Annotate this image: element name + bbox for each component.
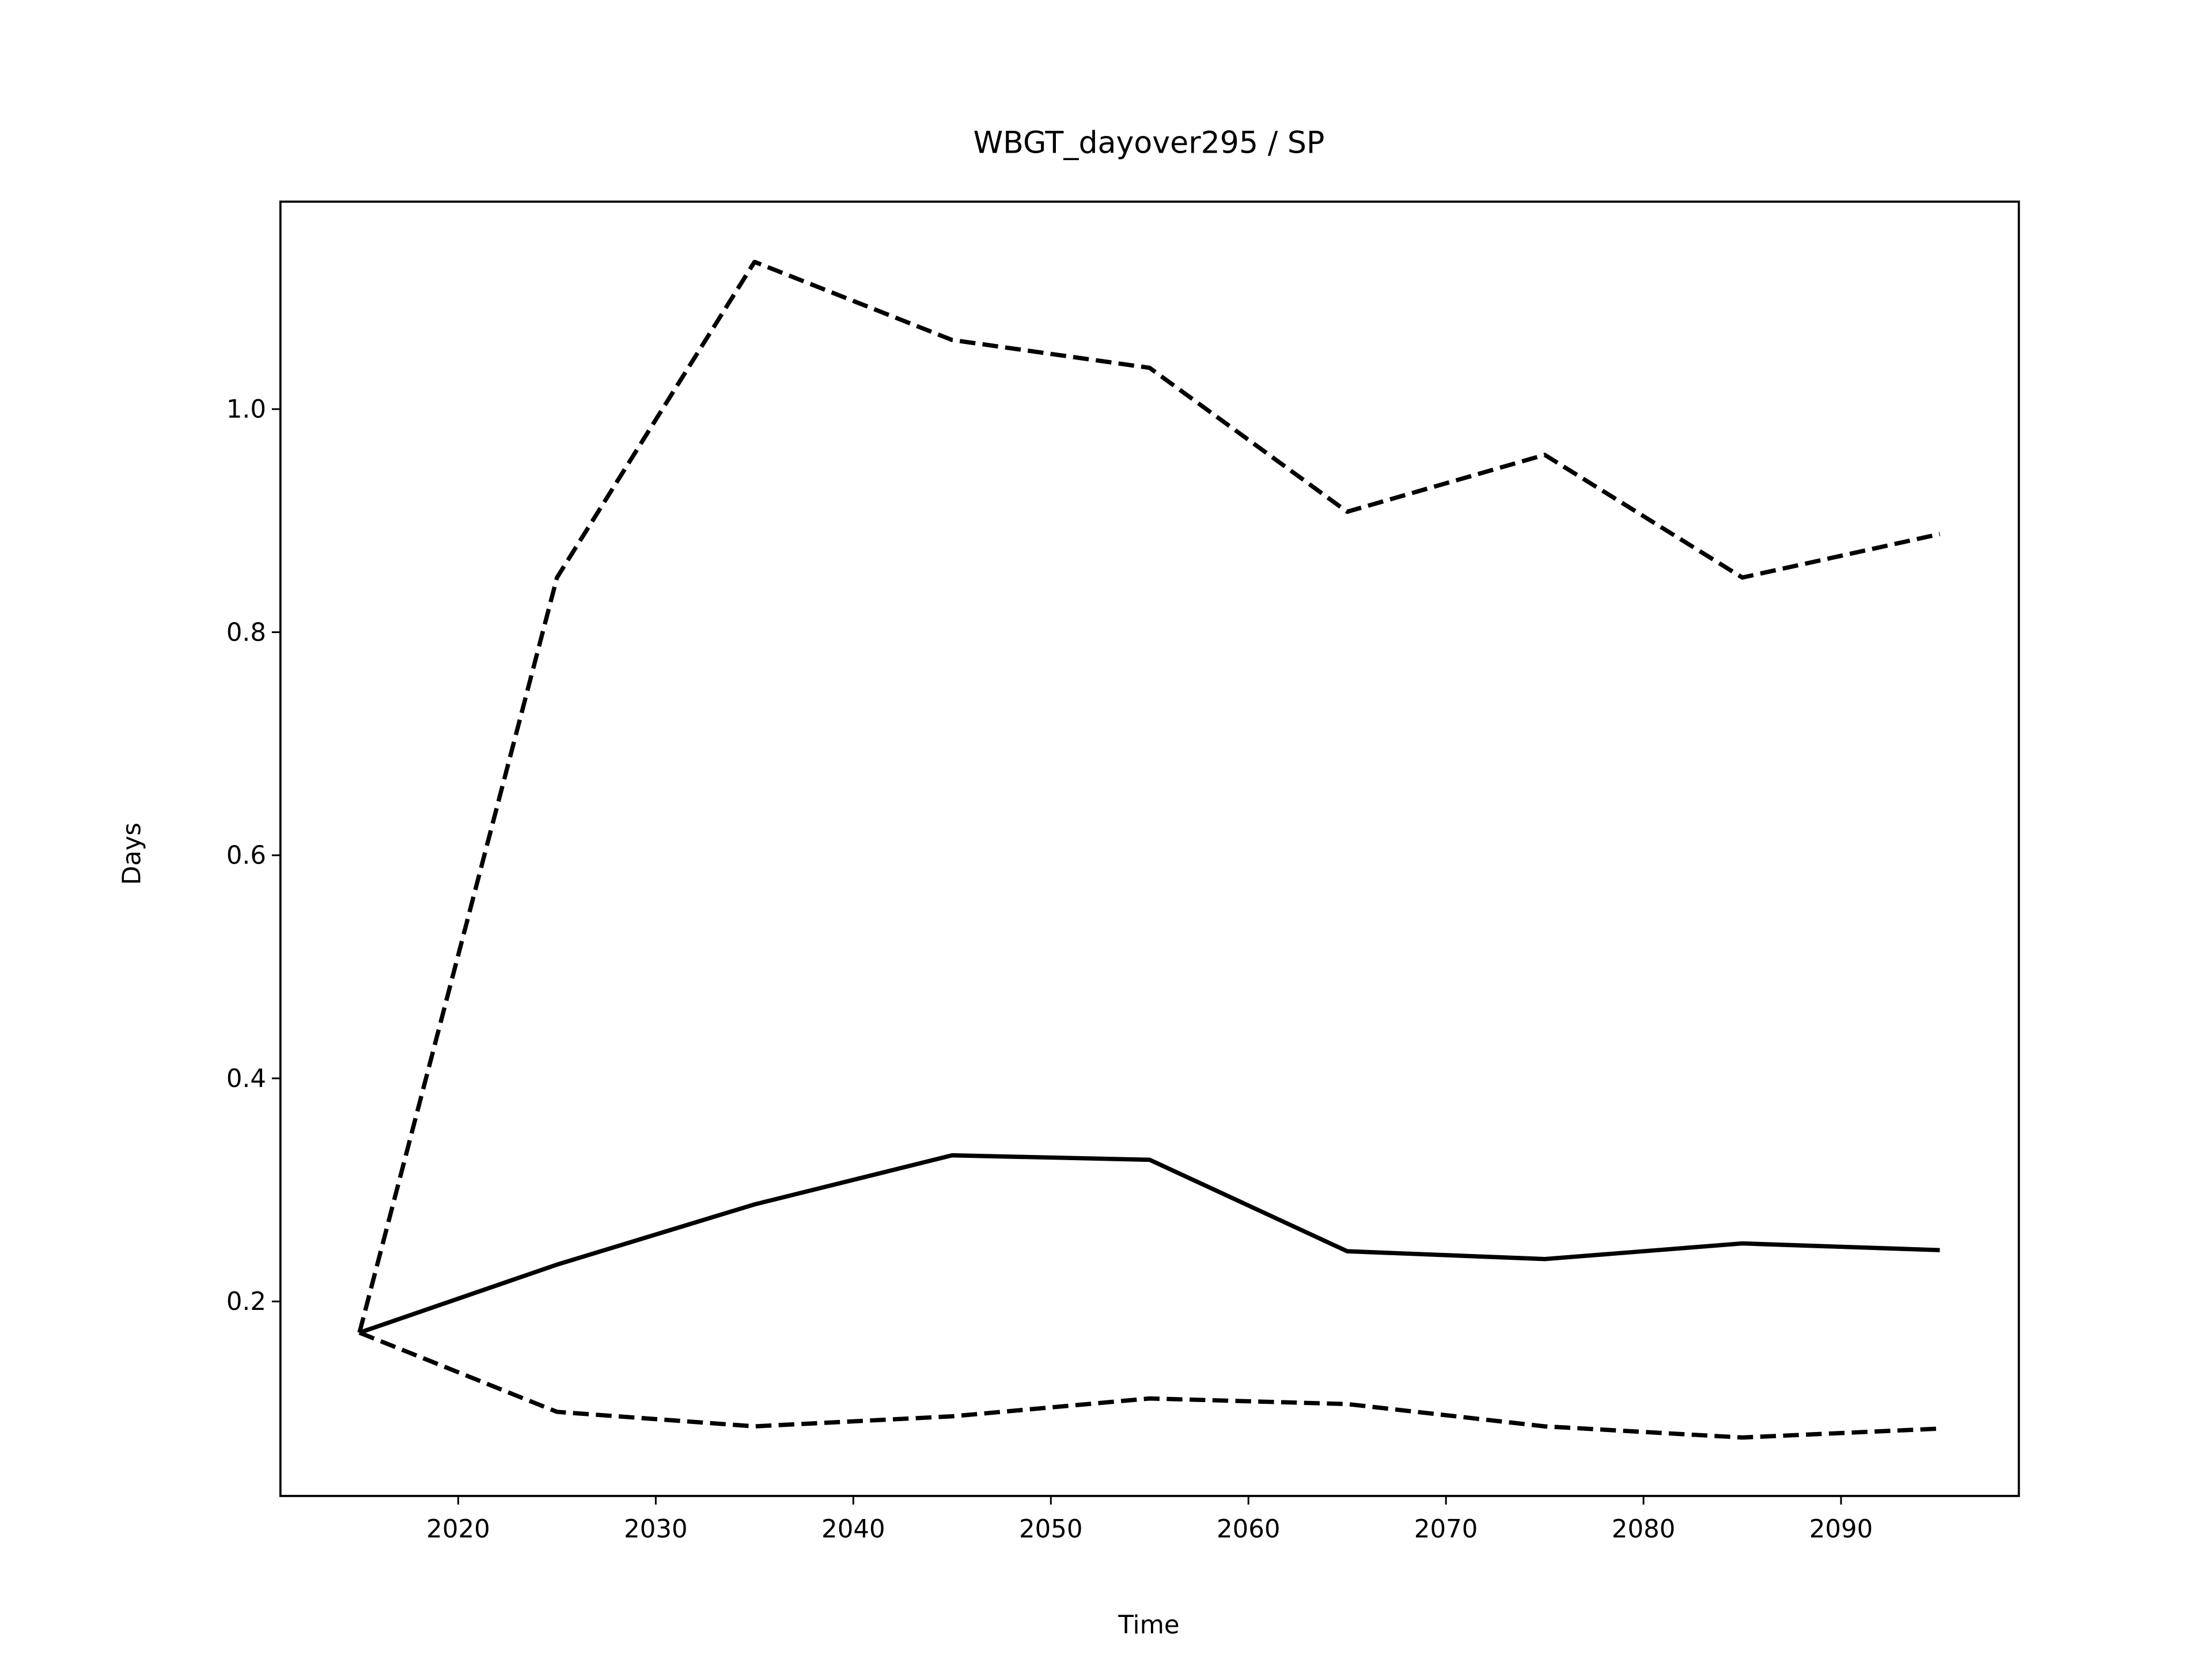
x-tick-label: 2080 [1612,1515,1676,1544]
x-axis-label: Time [1118,1611,1179,1639]
chart-title: WBGT_dayover295 / SP [974,126,1325,161]
y-tick-label: 0.4 [226,1065,266,1093]
y-tick-label: 0.6 [226,842,266,870]
data-line [357,259,1941,1334]
x-tick-label: 2050 [1019,1515,1083,1544]
x-tick-label: 2040 [821,1515,885,1544]
x-tick-label: 2060 [1217,1515,1281,1544]
y-axis-label: Days [118,823,146,885]
y-tick-label: 0.8 [226,618,266,647]
x-tick-label: 2020 [426,1515,490,1544]
y-tick-label: 1.0 [226,395,266,424]
data-line [358,1331,1940,1440]
x-tick-label: 2070 [1414,1515,1478,1544]
x-tick-label: 2090 [1809,1515,1873,1544]
y-tick-label: 0.2 [226,1287,266,1316]
x-tick-label: 2030 [624,1515,688,1544]
data-line [358,1153,1940,1335]
plot-frame [279,200,2020,1497]
